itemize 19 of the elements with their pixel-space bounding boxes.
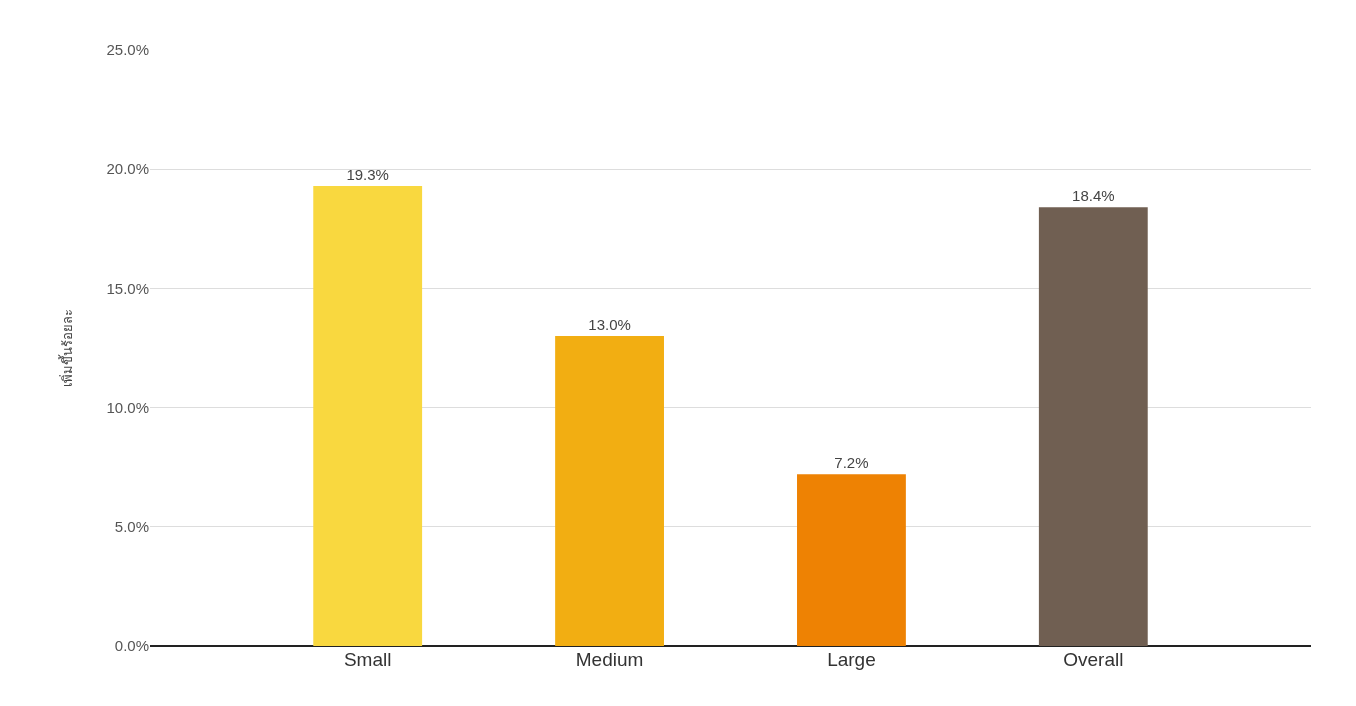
y-tick-label: 10.0% — [106, 398, 149, 416]
y-tick-label: 15.0% — [106, 279, 149, 297]
x-tick-label: Small — [343, 649, 392, 670]
x-tick-label: Overall — [1063, 649, 1124, 670]
y-tick-label: 20.0% — [106, 160, 149, 178]
data-label: 7.2% — [834, 454, 869, 472]
bar — [797, 474, 906, 646]
bar — [1038, 207, 1148, 646]
x-tick-label: Medium — [575, 649, 644, 670]
x-tick-label: Large — [827, 649, 876, 670]
bar — [313, 185, 423, 646]
y-axis-title: เพิ่มขึ้นร้อยละ — [58, 309, 76, 387]
y-tick-label: 5.0% — [114, 518, 149, 536]
bar — [555, 336, 664, 646]
data-label: 18.4% — [1072, 187, 1115, 205]
data-label: 13.0% — [588, 316, 631, 334]
y-tick-label: 25.0% — [106, 41, 149, 59]
data-label: 19.3% — [346, 165, 389, 183]
y-tick-label: 0.0% — [114, 637, 149, 655]
